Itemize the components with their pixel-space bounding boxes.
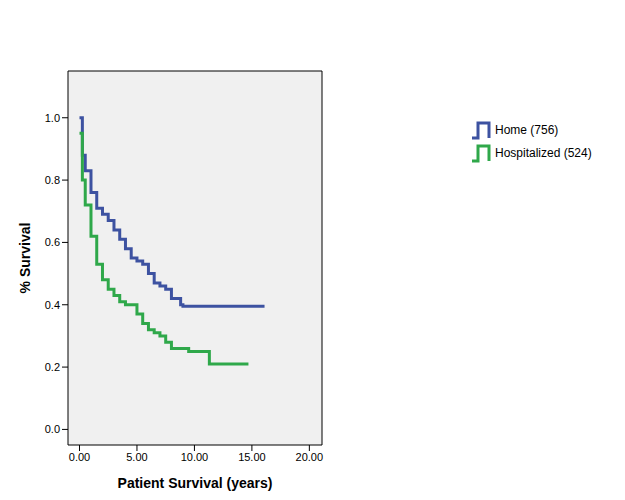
svg-text:15.00: 15.00 [238,451,266,463]
svg-text:0.0: 0.0 [45,423,60,435]
svg-text:% Survival: % Survival [17,223,33,294]
svg-text:0.2: 0.2 [45,361,60,373]
svg-text:0.6: 0.6 [45,236,60,248]
svg-text:Patient Survival (years): Patient Survival (years) [118,475,273,491]
svg-text:10.00: 10.00 [181,451,209,463]
svg-text:5.00: 5.00 [126,451,147,463]
svg-text:1.0: 1.0 [45,112,60,124]
svg-text:20.00: 20.00 [296,451,324,463]
svg-text:0.8: 0.8 [45,174,60,186]
svg-text:0.00: 0.00 [69,451,90,463]
html-text:Hospitalized (524): Hospitalized (524) [495,146,592,160]
svg-text:0.4: 0.4 [45,299,60,311]
html-text:Home (756): Home (756) [495,123,559,137]
